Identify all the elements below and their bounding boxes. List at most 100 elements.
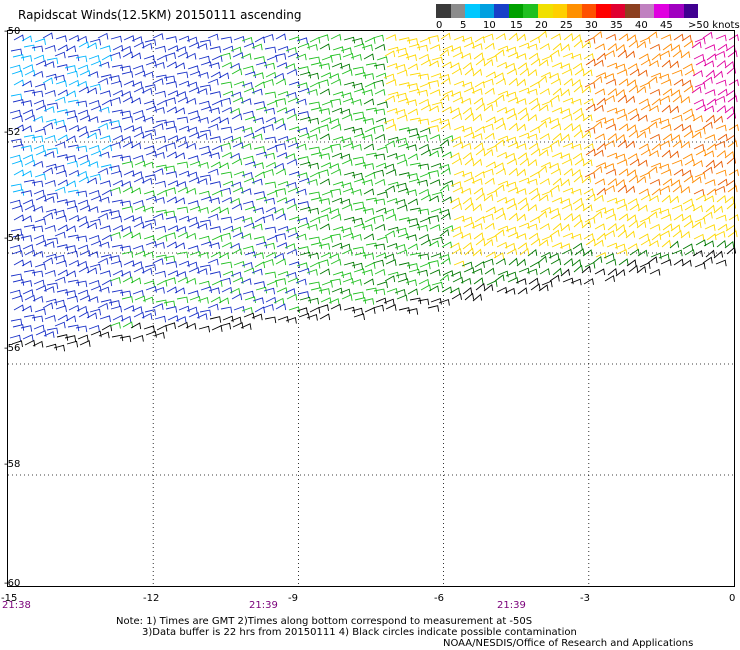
wind-barb [163, 255, 176, 263]
wind-barb [288, 171, 300, 178]
wind-barb [416, 224, 429, 232]
wind-barb [133, 221, 145, 229]
wind-barb [341, 204, 353, 211]
wind-barb [375, 297, 387, 305]
wind-barb [23, 269, 36, 277]
wind-barb [438, 298, 450, 306]
wind-barb [145, 195, 157, 203]
legend-swatch-9 [567, 4, 582, 18]
wind-barb [66, 340, 79, 348]
wind-barb [581, 220, 592, 229]
wind-barb [418, 278, 430, 286]
wind-barb [563, 167, 574, 176]
wind-barb [221, 151, 233, 159]
wind-barb [88, 189, 100, 197]
wind-barb [78, 311, 90, 319]
wind-barb [339, 288, 351, 296]
wind-barb [262, 33, 274, 41]
wind-barb [330, 78, 342, 86]
wind-barb [66, 205, 79, 213]
wind-barb [110, 170, 123, 178]
wind-barb [111, 64, 124, 72]
wind-barb [112, 224, 124, 232]
wind-barb [508, 32, 519, 41]
wind-barb [461, 216, 473, 224]
wind-barb [408, 268, 421, 276]
wind-barb [607, 87, 618, 96]
wind-barb [351, 82, 364, 90]
wind-barb [55, 80, 67, 87]
wind-barb [53, 299, 66, 307]
wind-barb [582, 204, 593, 212]
wind-barb [222, 225, 234, 233]
wind-barb [574, 113, 585, 121]
wind-barb [262, 168, 274, 176]
wind-barb [53, 254, 66, 262]
wind-barb [473, 142, 484, 150]
legend-label-10: 10 [483, 20, 496, 31]
wind-barb [32, 250, 44, 258]
wind-barb [350, 188, 362, 196]
wind-barb [673, 123, 684, 131]
wind-barb [441, 151, 453, 159]
wind-barb [243, 312, 255, 320]
wind-barb [143, 325, 155, 332]
wind-barb [483, 283, 494, 292]
wind-barb [10, 48, 23, 56]
wind-barb [363, 278, 375, 286]
wind-barb [420, 194, 432, 202]
wind-barb [12, 144, 25, 151]
wind-barb [540, 71, 552, 79]
wind-barb [68, 214, 80, 222]
wind-barb [398, 307, 411, 314]
wind-barb [309, 171, 321, 179]
wind-barb [108, 255, 121, 262]
wind-barb [680, 95, 691, 104]
wind-barb [309, 36, 321, 44]
wind-barb [43, 196, 55, 203]
wind-barb [374, 43, 386, 51]
wind-barb [629, 68, 640, 76]
wind-barb [43, 241, 55, 248]
wind-barb [495, 123, 506, 130]
wind-barb [618, 168, 629, 176]
wind-barb [504, 62, 516, 70]
map-grid [8, 31, 734, 586]
wind-barb [275, 33, 287, 41]
wind-barb [385, 169, 397, 176]
wind-barb [430, 117, 442, 125]
wind-barb [133, 131, 145, 139]
wind-barb [219, 322, 232, 330]
wind-barb [22, 154, 34, 161]
wind-barb [88, 234, 100, 242]
wind-barb [242, 290, 255, 298]
wind-barb [615, 178, 626, 187]
wind-barb [208, 197, 220, 204]
wind-barb [628, 219, 639, 228]
wind-barb [209, 136, 222, 143]
wind-barb [616, 204, 628, 211]
wind-barb [88, 144, 100, 152]
wind-barb [119, 155, 132, 163]
wind-barb [101, 144, 113, 152]
wind-barb [57, 224, 69, 232]
wind-barb [274, 53, 287, 60]
wind-barb [210, 161, 222, 169]
wind-barb [57, 269, 69, 277]
wind-barb [475, 57, 486, 66]
wind-barb [109, 231, 121, 239]
wind-barb [76, 35, 88, 43]
wind-barb [398, 37, 411, 44]
wind-barb [673, 213, 684, 221]
wind-barb [339, 153, 351, 161]
wind-barb [78, 176, 90, 184]
wind-barb [222, 180, 234, 188]
wind-barb [429, 224, 441, 231]
wind-barb [101, 324, 113, 332]
wind-barb [152, 33, 164, 40]
wind-barb [12, 234, 25, 241]
wind-barb [629, 113, 640, 121]
wind-barb [31, 225, 44, 233]
wind-barb [231, 68, 243, 76]
wind-barb [651, 142, 662, 151]
